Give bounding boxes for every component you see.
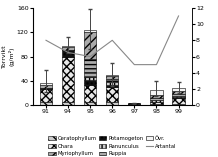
Bar	[172, 98, 185, 104]
Bar	[150, 90, 162, 95]
Bar	[84, 30, 96, 32]
Bar	[62, 57, 74, 102]
Bar	[62, 46, 74, 47]
Bar	[128, 104, 140, 105]
Bar	[62, 102, 74, 105]
Bar	[106, 102, 118, 105]
Bar	[172, 88, 185, 91]
Bar	[106, 82, 118, 85]
Bar	[84, 59, 96, 77]
Bar	[84, 85, 96, 102]
Bar	[150, 104, 162, 105]
Bar	[40, 83, 52, 84]
Bar	[84, 80, 96, 85]
Bar	[172, 104, 185, 105]
Bar	[106, 85, 118, 87]
Bar	[150, 95, 162, 98]
Bar	[106, 79, 118, 82]
Bar	[40, 84, 52, 88]
Bar	[150, 100, 162, 102]
Bar	[128, 103, 140, 104]
Y-axis label: Torrvikt
(g/m²): Torrvikt (g/m²)	[2, 45, 14, 68]
Bar	[172, 94, 185, 96]
Bar	[150, 102, 162, 104]
Bar	[40, 88, 52, 89]
Bar	[40, 89, 52, 102]
Bar	[106, 76, 118, 79]
Bar	[106, 75, 118, 76]
Bar	[84, 32, 96, 59]
Legend: Ceratophyllum, Chara, Myriophyllum, Potamogeton, Ranunculus, Ruppia, Övr., Artan: Ceratophyllum, Chara, Myriophyllum, Pota…	[47, 135, 177, 157]
Bar	[84, 77, 96, 80]
Bar	[62, 47, 74, 50]
Bar	[84, 102, 96, 105]
Bar	[40, 102, 52, 105]
Bar	[62, 50, 74, 57]
Bar	[172, 91, 185, 94]
Bar	[172, 97, 185, 98]
Bar	[106, 87, 118, 102]
Bar	[172, 96, 185, 97]
Bar	[150, 98, 162, 100]
